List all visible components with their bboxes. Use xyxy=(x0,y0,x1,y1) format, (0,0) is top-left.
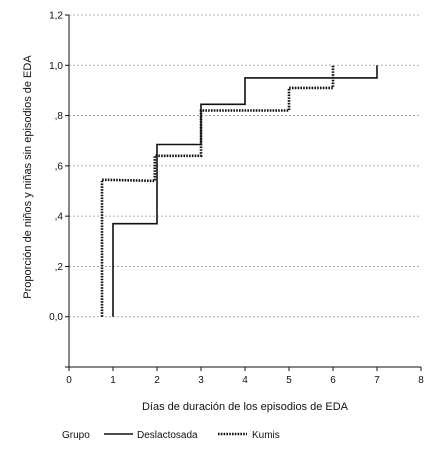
series-deslactosada-line xyxy=(112,65,378,317)
legend-title: Grupo xyxy=(62,430,90,441)
x-tick-label-1: 1 xyxy=(110,375,116,386)
y-axis-ticks: 0,0 ,2 ,4 ,6 ,8 1,0 1,2 xyxy=(49,11,69,368)
x-tick-label-4: 4 xyxy=(242,375,248,386)
y-tick-label-6: 1,0 xyxy=(49,61,63,72)
x-tick-label-6: 6 xyxy=(330,375,336,386)
x-tick-label-2: 2 xyxy=(154,375,160,386)
legend-label-deslactosada: Deslactosada xyxy=(137,430,198,441)
y-tick-label-2: ,2 xyxy=(55,262,64,273)
x-tick-label-3: 3 xyxy=(198,375,204,386)
plot-frame xyxy=(68,15,421,368)
legend: Grupo Deslactosada Kumis xyxy=(62,430,280,441)
x-tick-label-5: 5 xyxy=(286,375,292,386)
x-axis-ticks: 0 1 2 3 4 5 6 7 8 xyxy=(66,367,424,386)
y-tick-label-3: ,4 xyxy=(55,212,64,223)
y-axis-title: Proporción de niños y niñas sin episodio… xyxy=(22,55,34,299)
x-tick-label-8: 8 xyxy=(418,375,424,386)
x-axis-title: Días de duración de los episodios de EDA xyxy=(142,401,349,413)
gridlines xyxy=(69,14,421,368)
legend-label-kumis: Kumis xyxy=(252,430,280,441)
y-tick-label-1: 0,0 xyxy=(49,312,63,323)
x-tick-label-0: 0 xyxy=(66,375,72,386)
series-lines xyxy=(100,65,378,317)
y-tick-label-4: ,6 xyxy=(55,161,64,172)
y-tick-label-5: ,8 xyxy=(55,111,64,122)
x-tick-label-7: 7 xyxy=(374,375,380,386)
y-tick-label-7: 1,2 xyxy=(49,11,63,22)
series-kumis-line xyxy=(100,65,335,317)
